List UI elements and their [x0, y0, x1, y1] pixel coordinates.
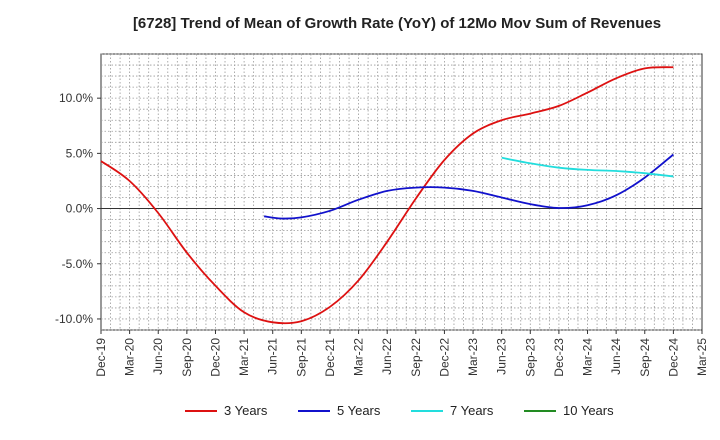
axes: -10.0% -5.0% 0.0% 5.0% 10.0% Dec-19 Mar-20 Jun-… [55, 91, 709, 377]
x-tick-label: Mar-21 [237, 338, 251, 376]
x-tick-label: Dec-23 [552, 338, 566, 377]
x-tick-label: Mar-24 [581, 338, 595, 376]
legend-label-7-years: 7 Years [450, 403, 494, 418]
y-tick-label: 10.0% [59, 91, 93, 105]
series-line-5-years [263, 153, 674, 220]
legend-label-10-years: 10 Years [563, 403, 614, 418]
series-line-7-years [501, 156, 674, 178]
legend-label-3-years: 3 Years [224, 403, 268, 418]
x-tick-label: Sep-21 [294, 338, 308, 377]
x-tick-label: Jun-22 [380, 338, 394, 375]
x-tick-label: Mar-25 [695, 338, 709, 376]
x-tick-label: Dec-21 [323, 338, 337, 377]
x-tick-label: Sep-24 [638, 338, 652, 377]
y-tick-label: -10.0% [55, 312, 93, 326]
x-tick-label: Dec-24 [666, 338, 680, 377]
legend-label-5-years: 5 Years [337, 403, 381, 418]
x-tick-label: Dec-22 [437, 338, 451, 377]
chart-title: [6728] Trend of Mean of Growth Rate (YoY… [133, 15, 661, 32]
x-tick-label: Jun-20 [151, 338, 165, 375]
x-tick-label: Mar-23 [466, 338, 480, 376]
x-tick-label: Jun-21 [266, 338, 280, 375]
x-tick-label: Sep-23 [523, 338, 537, 377]
y-tick-label: 0.0% [66, 202, 94, 216]
series-line-3-years [100, 66, 674, 325]
x-tick-label: Dec-19 [94, 338, 108, 377]
y-tick-label: 5.0% [66, 146, 94, 160]
x-tick-label: Jun-23 [495, 338, 509, 375]
grid [100, 53, 703, 331]
x-tick-label: Mar-22 [352, 338, 366, 376]
x-tick-label: Sep-22 [409, 338, 423, 377]
y-tick-label: -5.0% [62, 257, 94, 271]
x-tick-label: Mar-20 [123, 338, 137, 376]
legend: 3 Years 5 Years 7 Years 10 Years [185, 403, 614, 418]
series-lines [100, 66, 674, 325]
plot-area [100, 53, 703, 331]
x-tick-label: Sep-20 [180, 338, 194, 377]
x-tick-label: Jun-24 [609, 338, 623, 375]
x-tick-label: Dec-20 [208, 338, 222, 377]
